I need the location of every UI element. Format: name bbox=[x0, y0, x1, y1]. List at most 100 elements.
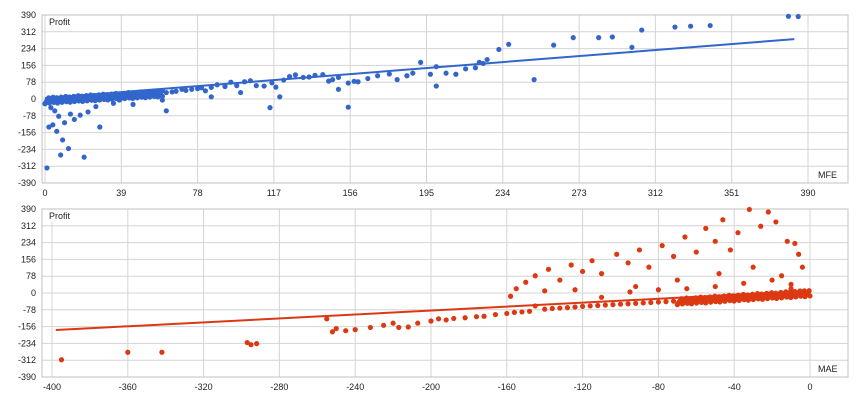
mae-y-tick-label: -390 bbox=[18, 372, 36, 382]
mfe-data-point bbox=[374, 73, 381, 79]
mfe-data-point bbox=[202, 88, 209, 94]
mfe-data-point bbox=[688, 23, 694, 29]
mae-x-axis-label: MAE bbox=[818, 364, 838, 374]
mfe-data-point bbox=[463, 66, 469, 72]
mfe-x-tick-label: 0 bbox=[42, 188, 47, 198]
mae-x-tick-label: -360 bbox=[119, 382, 137, 392]
mae-data-point bbox=[758, 223, 764, 229]
mfe-y-tick-label: 390 bbox=[21, 10, 36, 20]
mae-data-point bbox=[248, 342, 254, 348]
mae-data-point bbox=[727, 247, 734, 253]
mae-x-tick-label: -160 bbox=[498, 382, 516, 392]
mfe-data-point bbox=[169, 89, 175, 95]
mae-data-point bbox=[254, 341, 260, 347]
mae-data-point bbox=[720, 217, 726, 223]
mfe-data-point bbox=[639, 27, 645, 33]
mae-data-point bbox=[58, 357, 65, 363]
mae-data-point bbox=[778, 273, 785, 279]
mfe-data-point bbox=[480, 60, 486, 67]
mfe-data-point bbox=[208, 84, 214, 90]
mae-data-point bbox=[799, 264, 806, 270]
mae-data-point bbox=[598, 294, 605, 300]
mae-data-point bbox=[646, 264, 652, 270]
mfe-data-point bbox=[241, 79, 248, 85]
mae-data-point bbox=[741, 280, 747, 286]
mae-data-point bbox=[765, 209, 771, 215]
mae-y-tick-label: 156 bbox=[21, 254, 36, 264]
mfe-x-tick-label: 351 bbox=[724, 188, 739, 198]
mae-data-point bbox=[595, 302, 601, 309]
mfe-data-point bbox=[67, 111, 74, 117]
mfe-data-point bbox=[404, 73, 410, 79]
mfe-y-tick-label: 78 bbox=[26, 77, 36, 87]
mfe-data-point bbox=[484, 56, 490, 63]
mae-data-point bbox=[670, 253, 677, 259]
mfe-data-point bbox=[531, 77, 537, 83]
mfe-data-point bbox=[335, 86, 342, 92]
mae-data-point bbox=[542, 306, 548, 312]
mfe-data-point bbox=[71, 116, 77, 123]
mfe-data-point bbox=[410, 70, 416, 76]
mfe-y-tick-label: -78 bbox=[23, 111, 36, 121]
mae-x-tick-label: -200 bbox=[422, 382, 440, 392]
mae-y-tick-label: 78 bbox=[26, 271, 36, 281]
mfe-y-tick-label: 0 bbox=[31, 94, 36, 104]
mfe-y-tick-label: -390 bbox=[18, 178, 36, 188]
mfe-data-point bbox=[629, 44, 635, 50]
mfe-data-point bbox=[179, 86, 185, 92]
mae-y-tick-label: -78 bbox=[23, 305, 36, 315]
mae-data-point bbox=[684, 286, 690, 292]
mfe-data-point bbox=[261, 83, 267, 89]
mae-data-point bbox=[614, 251, 620, 257]
mfe-data-point bbox=[253, 83, 259, 89]
mae-data-point bbox=[617, 301, 624, 307]
mae-data-point bbox=[428, 318, 434, 324]
mae-data-point bbox=[481, 313, 487, 319]
mfe-data-point bbox=[110, 100, 117, 106]
mae-data-point bbox=[564, 305, 571, 311]
mae-y-axis-label: Profit bbox=[49, 211, 71, 221]
mae-data-point bbox=[532, 303, 538, 309]
mfe-data-point bbox=[54, 128, 60, 134]
mae-data-point bbox=[712, 238, 718, 244]
mfe-data-point bbox=[58, 152, 64, 158]
mfe-data-point bbox=[163, 108, 169, 114]
mfe-data-point bbox=[433, 64, 439, 70]
mae-data-point bbox=[244, 339, 250, 346]
mae-data-point bbox=[703, 225, 709, 231]
mae-x-tick-label: -120 bbox=[574, 382, 592, 392]
mae-data-point bbox=[746, 206, 752, 213]
mae-y-tick-label: -234 bbox=[18, 338, 36, 348]
mfe-data-point bbox=[208, 94, 214, 100]
mae-data-point bbox=[405, 324, 411, 330]
mae-y-tick-label: 312 bbox=[21, 221, 36, 231]
mfe-data-point bbox=[48, 105, 54, 111]
mae-data-point bbox=[784, 238, 790, 244]
mae-y-tick-label: 234 bbox=[21, 238, 36, 248]
mae-data-point bbox=[735, 230, 741, 236]
mfe-y-tick-label: 234 bbox=[21, 44, 36, 54]
mfe-data-point bbox=[85, 109, 91, 115]
mae-data-point bbox=[773, 219, 779, 225]
mae-data-point bbox=[523, 279, 529, 285]
mae-data-point bbox=[572, 287, 578, 293]
mae-data-point bbox=[682, 234, 688, 240]
mae-data-point bbox=[693, 249, 699, 255]
mfe-x-tick-label: 195 bbox=[419, 188, 434, 198]
mae-data-point bbox=[396, 324, 402, 331]
mfe-data-point bbox=[312, 72, 318, 78]
mae-x-tick-label: -80 bbox=[652, 382, 665, 392]
mae-data-point bbox=[367, 324, 373, 331]
mfe-y-tick-label: -156 bbox=[18, 128, 36, 138]
mfe-data-point bbox=[273, 84, 279, 90]
mae-data-point bbox=[333, 325, 339, 332]
mae-data-point bbox=[462, 315, 468, 321]
mae-data-point bbox=[513, 286, 519, 292]
mfe-x-tick-label: 390 bbox=[800, 188, 815, 198]
mfe-data-point bbox=[394, 77, 400, 83]
mae-data-point bbox=[633, 283, 639, 290]
mfe-data-point bbox=[97, 124, 103, 130]
mfe-data-point bbox=[61, 120, 68, 126]
mae-x-tick-label: -240 bbox=[346, 382, 364, 392]
